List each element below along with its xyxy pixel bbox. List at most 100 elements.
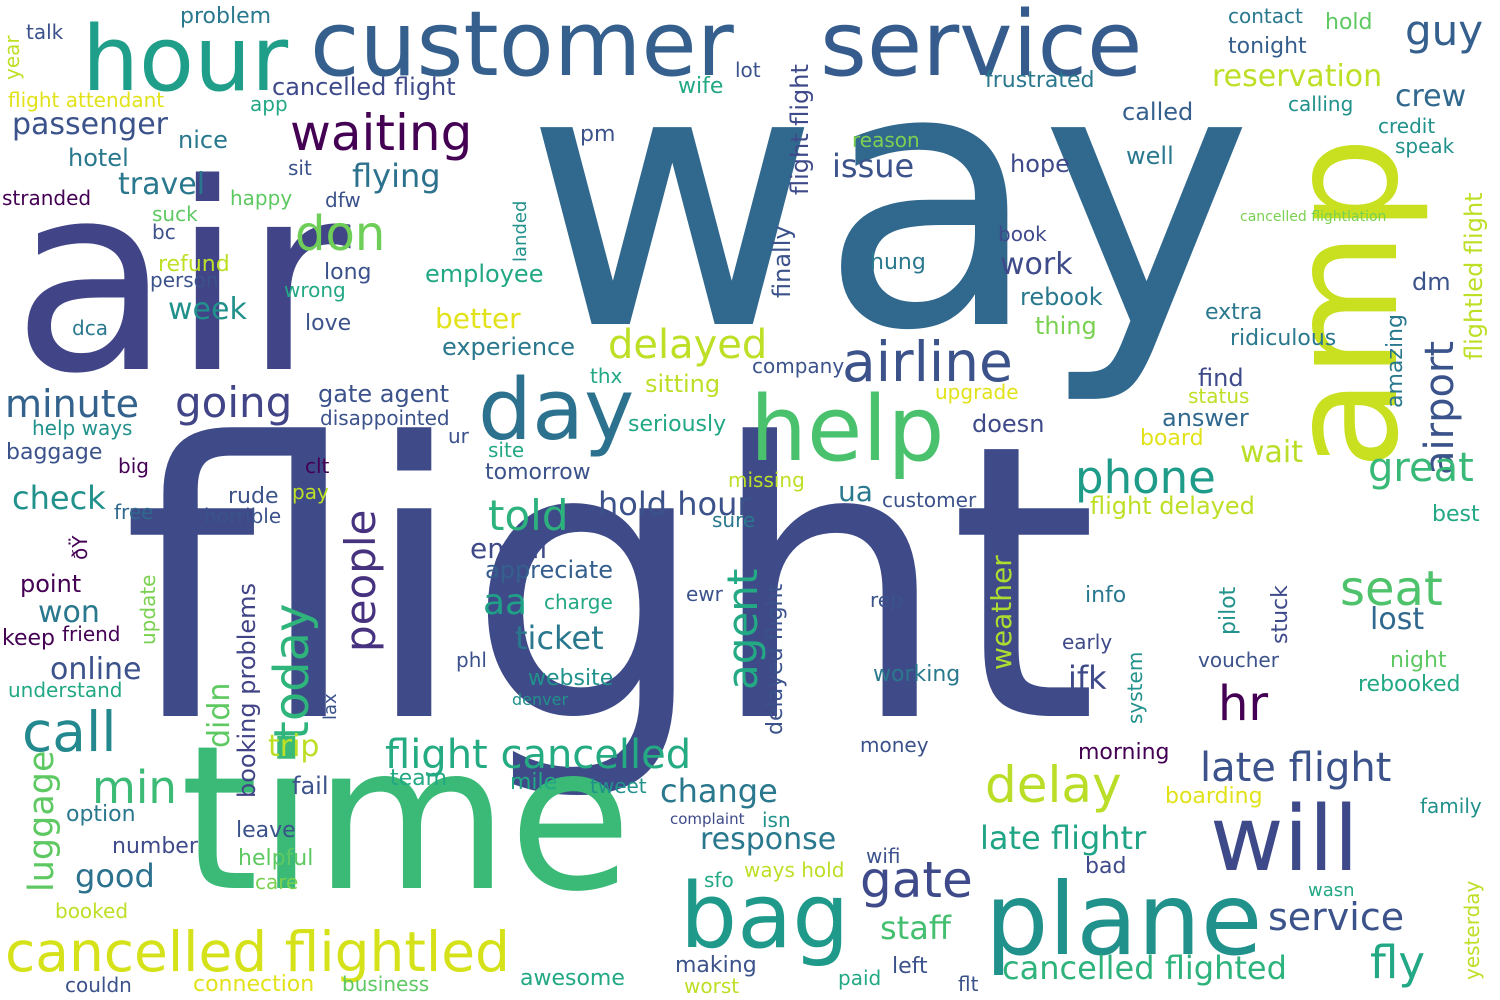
word: travel <box>118 167 206 202</box>
word: call <box>22 700 117 764</box>
word: isn <box>762 808 791 832</box>
word: complaint <box>670 810 745 828</box>
word: upgrade <box>935 380 1019 404</box>
word: amazing <box>1383 314 1408 408</box>
word: don <box>295 206 386 262</box>
word: info <box>1085 583 1127 608</box>
word: thing <box>1035 312 1097 340</box>
word: sfo <box>704 868 734 892</box>
word: crew <box>1395 79 1467 114</box>
word: best <box>1432 502 1480 527</box>
word: sit <box>288 156 312 180</box>
word: early <box>1062 630 1113 654</box>
word: week <box>168 292 247 327</box>
word: cancelled flightled <box>5 920 510 984</box>
word: min <box>92 761 177 814</box>
word: problem <box>180 4 272 29</box>
word: worst <box>684 974 740 998</box>
word: booking problems <box>233 582 261 798</box>
word: update <box>136 574 160 645</box>
word: reservation <box>1212 59 1383 94</box>
word: hung <box>870 250 926 275</box>
word: extra <box>1205 300 1263 325</box>
word: bag <box>680 864 850 969</box>
word: day <box>478 361 635 460</box>
word: service <box>1268 895 1405 939</box>
word: air <box>12 129 351 431</box>
word: boarding <box>1165 784 1263 809</box>
word: flt <box>958 972 979 996</box>
word: going <box>175 378 293 427</box>
word: helpful <box>238 846 314 871</box>
word: tonight <box>1228 34 1307 59</box>
word: lax <box>320 693 341 720</box>
word: guy <box>1405 6 1484 55</box>
word: aa <box>483 582 528 623</box>
word: flight attendant <box>8 88 165 112</box>
word: hr <box>1218 676 1269 732</box>
word: cancelled flight <box>272 73 456 101</box>
word: contact <box>1228 4 1303 28</box>
word: rebooked <box>1358 672 1461 697</box>
word: site <box>488 438 525 462</box>
word: booked <box>55 899 129 923</box>
word: tweet <box>590 774 647 798</box>
word: seriously <box>628 412 727 437</box>
word: doesn <box>972 410 1045 438</box>
word: wait <box>1240 435 1304 470</box>
word: sitting <box>645 370 721 398</box>
word: app <box>250 92 288 116</box>
word: hour <box>82 7 289 112</box>
word: cancelled flightlation <box>1240 209 1387 225</box>
word: delayed <box>608 322 768 368</box>
word: credit <box>1378 114 1436 138</box>
word: called <box>1122 98 1194 126</box>
word: lost <box>1370 602 1425 637</box>
word: people <box>336 509 385 652</box>
word: cancelled flighted <box>1002 949 1287 987</box>
word: flightled flight <box>1460 192 1488 360</box>
word: change <box>660 772 778 810</box>
word: fail <box>292 772 329 800</box>
word: clt <box>305 454 330 478</box>
word: bad <box>1085 854 1127 879</box>
word: ua <box>838 475 873 508</box>
word: experience <box>442 333 576 361</box>
word: paid <box>838 966 882 990</box>
word: point <box>20 570 82 598</box>
word: issue <box>832 147 915 185</box>
word: understand <box>8 678 123 702</box>
word: stranded <box>2 186 92 210</box>
word: finally <box>768 225 796 298</box>
word: flying <box>352 157 441 195</box>
word: rebook <box>1020 283 1103 311</box>
word: nice <box>178 126 228 154</box>
word: phl <box>456 648 487 672</box>
word: bc <box>152 220 176 244</box>
word: hold hour <box>598 485 751 523</box>
word: pilot <box>1216 586 1241 635</box>
word: option <box>66 802 136 827</box>
word: wasn <box>1308 880 1355 901</box>
word: trip <box>268 729 320 764</box>
word: fly <box>1370 936 1425 989</box>
word: awesome <box>520 966 625 991</box>
word: system <box>1123 651 1147 724</box>
word: website <box>528 666 614 691</box>
word: book <box>998 222 1047 246</box>
word: family <box>1420 794 1482 818</box>
word: wife <box>678 74 724 99</box>
word: time <box>180 703 632 936</box>
word: hold <box>1325 10 1373 35</box>
word: business <box>342 972 430 996</box>
word: team <box>390 766 448 791</box>
word: waiting <box>290 104 473 162</box>
word: phone <box>1075 451 1216 504</box>
word: delayed flight <box>763 583 788 735</box>
word: missing <box>728 468 805 492</box>
word: good <box>75 857 155 895</box>
word: big <box>118 454 149 478</box>
word: disappointed <box>320 406 450 430</box>
word: won <box>38 595 100 630</box>
